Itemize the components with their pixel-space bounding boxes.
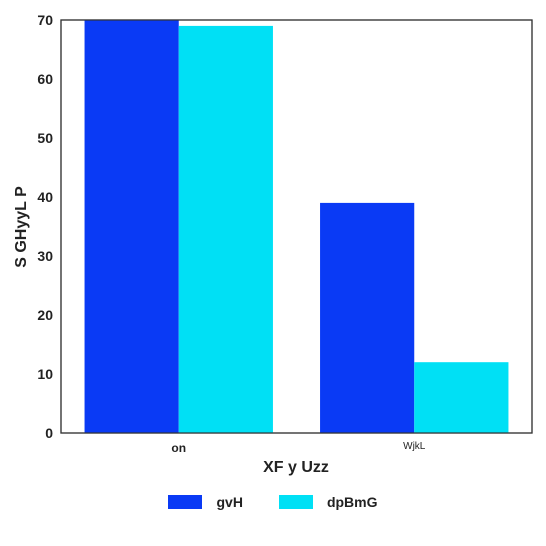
y-tick-label: 70	[37, 12, 53, 28]
y-tick-label: 10	[37, 366, 53, 382]
plot-frame	[60, 19, 533, 434]
legend-item-series-1: gvH	[168, 494, 243, 510]
x-axis-label: XF y Uzz	[263, 459, 329, 476]
y-axis-ticks: 0 10 20 30 40 50 60 70	[37, 12, 53, 441]
bar-series-2-WjkL	[414, 362, 509, 433]
y-tick-label: 0	[45, 425, 53, 441]
legend-label-series-2: dpBmG	[326, 494, 378, 510]
legend-item-series-2: dpBmG	[278, 494, 378, 510]
bar-series-2-on	[178, 25, 273, 434]
y-tick-label: 40	[37, 189, 53, 205]
legend-swatch-series-1	[168, 495, 203, 509]
x-axis-ticks: on WjkL	[171, 441, 425, 455]
bar-series-1-on	[84, 20, 179, 433]
legend-swatch-series-2	[278, 495, 313, 509]
y-tick-label: 20	[37, 307, 53, 323]
bars-group	[60, 19, 533, 434]
x-tick-label-WjkL: WjkL	[403, 441, 426, 452]
y-tick-label: 60	[37, 71, 53, 87]
legend-label-series-1: gvH	[216, 494, 243, 510]
legend: gvH dpBmG	[0, 494, 546, 510]
y-tick-label: 50	[37, 130, 53, 146]
x-tick-label-on: on	[171, 441, 186, 455]
y-axis-label: S GHyyL P	[13, 186, 30, 268]
y-tick-label: 30	[37, 248, 53, 264]
bar-series-1-WjkL	[320, 202, 415, 433]
